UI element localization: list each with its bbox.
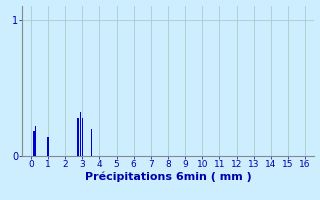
Bar	[77, 118, 79, 156]
Bar	[35, 126, 36, 156]
X-axis label: Précipitations 6min ( mm ): Précipitations 6min ( mm )	[84, 172, 252, 182]
Bar	[34, 131, 35, 156]
Bar	[47, 137, 49, 156]
Bar	[82, 118, 83, 156]
Bar	[91, 129, 92, 156]
Bar	[80, 112, 81, 156]
